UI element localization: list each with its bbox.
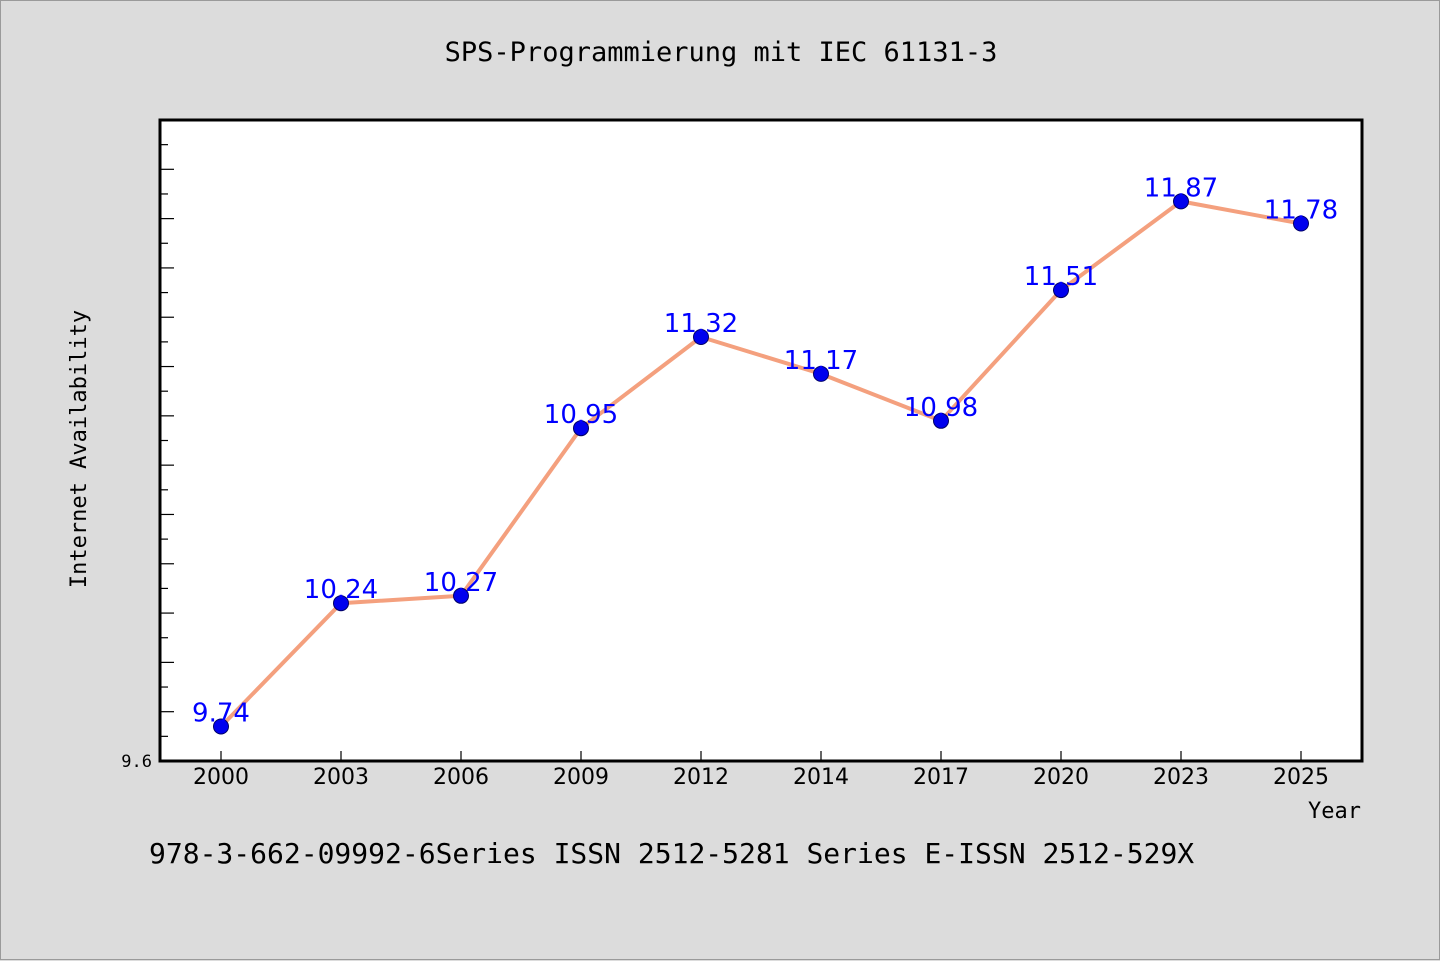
data-label: 10.24 xyxy=(304,575,378,605)
x-tick-label: 2006 xyxy=(433,765,489,790)
data-point xyxy=(933,412,949,429)
footer-text: 978-3-662-09992-6Series ISSN 2512-5281 S… xyxy=(149,837,1194,870)
series-line xyxy=(219,199,1303,729)
y-axis-label: Internet Availability xyxy=(67,310,92,588)
data-point xyxy=(453,587,469,604)
x-tick-label: 2012 xyxy=(673,765,729,790)
y-axis-ticks: 9.6 xyxy=(121,144,174,772)
data-point xyxy=(1293,215,1309,232)
x-tick-label: 2014 xyxy=(793,765,849,790)
data-point xyxy=(573,420,589,437)
data-label: 11.32 xyxy=(664,309,738,339)
series-layer: 9.74 10.24 10.27 10.95 11.32 11.17 10.98 11.51 1… xyxy=(192,173,1338,735)
y-tick-label: 9.6 xyxy=(121,752,152,772)
data-label: 9.74 xyxy=(192,699,250,729)
x-tick-label: 2000 xyxy=(193,765,249,790)
data-point xyxy=(813,365,829,382)
chart-title: SPS-Programmierung mit IEC 61131-3 xyxy=(445,37,998,68)
x-tick-label: 2003 xyxy=(313,765,369,790)
data-point xyxy=(1053,282,1069,299)
data-label: 11.78 xyxy=(1264,196,1338,226)
data-label: 10.95 xyxy=(544,400,618,430)
x-tick-label: 2025 xyxy=(1273,765,1329,790)
plot-area xyxy=(158,118,1364,763)
data-label: 10.27 xyxy=(424,568,498,598)
data-label: 10.98 xyxy=(904,393,978,423)
x-axis-label: Year xyxy=(1308,799,1361,824)
x-axis-ticks: 2000 2003 2006 2009 2012 2014 2017 2020 2023 2025 xyxy=(193,751,1329,790)
data-point xyxy=(213,718,229,735)
data-point xyxy=(1173,193,1189,210)
data-point xyxy=(333,595,349,612)
x-tick-label: 2009 xyxy=(553,765,609,790)
data-label: 11.87 xyxy=(1144,173,1218,203)
data-label: 11.17 xyxy=(784,346,858,376)
x-tick-label: 2023 xyxy=(1153,765,1209,790)
x-tick-label: 2017 xyxy=(913,765,969,790)
x-tick-label: 2020 xyxy=(1033,765,1089,790)
data-label: 11.51 xyxy=(1024,262,1098,292)
data-point xyxy=(693,329,709,345)
